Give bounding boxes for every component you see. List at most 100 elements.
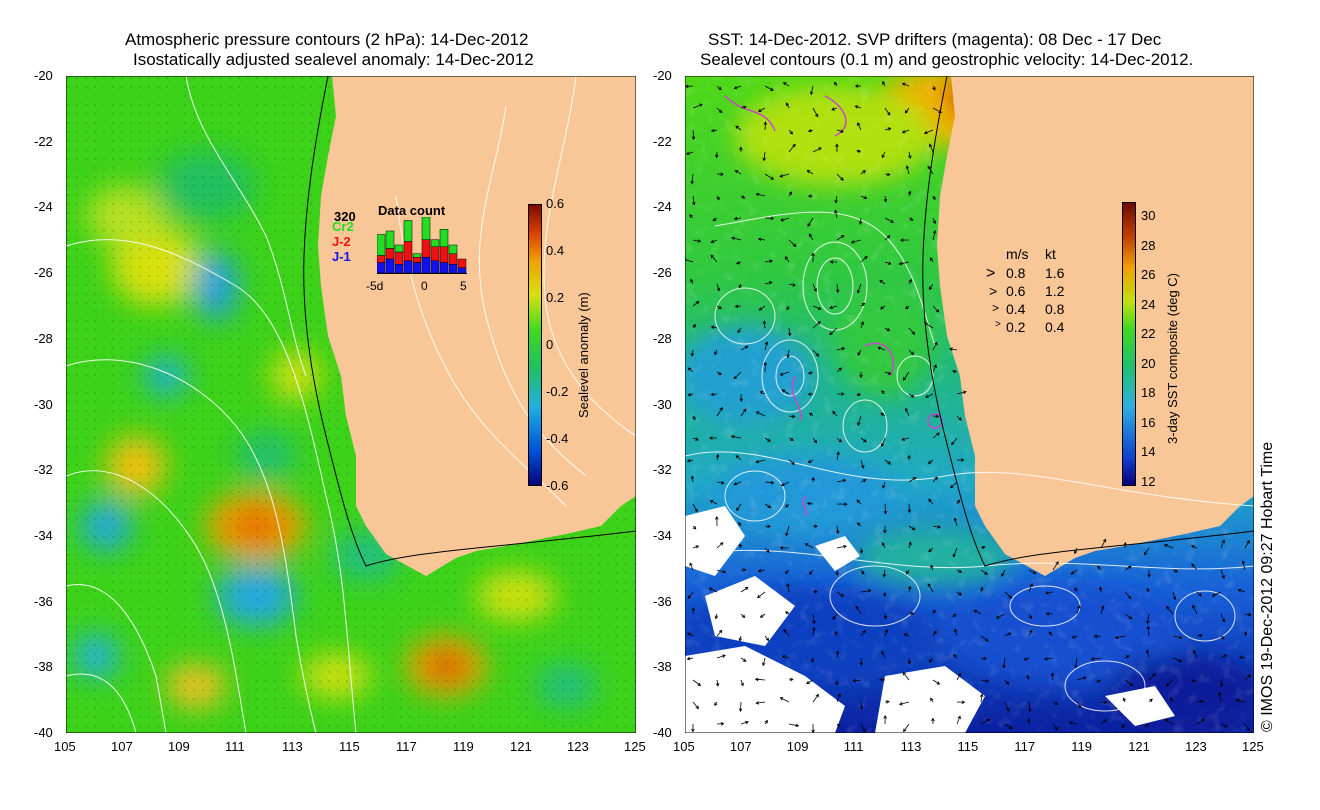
velocity-arrow: [904, 107, 910, 114]
left-axis-xtick: 109: [168, 739, 190, 754]
velocity-arrow: [1093, 634, 1102, 639]
velocity-arrow: [1217, 691, 1222, 703]
velocity-arrow: [884, 459, 892, 465]
velocity-arrow: [812, 693, 819, 703]
velocity-arrow: [763, 361, 767, 373]
velocity-arrow: [835, 650, 840, 659]
velocity-arrow: [716, 107, 723, 114]
data-count-bar-j1: [448, 264, 458, 274]
velocity-arrow: [716, 283, 721, 292]
velocity-arrow: [1164, 719, 1174, 725]
velocity-arrow: [832, 410, 838, 417]
velocity-arrow: [980, 586, 984, 593]
sst-colorbar-tick: 12: [1141, 474, 1156, 489]
pressure-contours: [66, 76, 636, 733]
sla-colorbar-tick: -0.2: [546, 384, 569, 399]
velocity-arrow: [903, 633, 910, 637]
velocity-arrow: [1145, 649, 1150, 659]
velocity-arrow: [883, 613, 888, 620]
velocity-arrow: [755, 459, 766, 464]
right-axis-ytick: -30: [653, 396, 672, 412]
velocity-arrow: [812, 349, 820, 357]
velocity-arrow: [860, 629, 866, 637]
velocity-arrow: [1052, 723, 1059, 731]
velocity-arrow: [901, 129, 910, 134]
data-count-bar-j2: [448, 253, 458, 265]
velocity-arrow: [1124, 565, 1132, 571]
velocity-arrow: [836, 723, 841, 728]
velocity-arrow: [715, 453, 720, 461]
velocity-arrow: [1192, 604, 1198, 615]
velocity-arrow: [1070, 569, 1078, 575]
left-axis-xtick: 121: [510, 739, 532, 754]
velocity-arrow: [856, 499, 862, 505]
velocity-arrow: [1243, 631, 1248, 637]
velocity-arrow: [908, 393, 915, 398]
data-count-chart: [377, 217, 467, 274]
velocity-arrow: [952, 369, 958, 374]
velocity-arrow: [692, 195, 696, 206]
velocity-arrow: [924, 393, 934, 398]
velocity-arrow: [1144, 723, 1150, 727]
velocity-arrow: [812, 147, 822, 153]
velocity-arrow: [859, 371, 863, 379]
velocity-arrow: [858, 217, 863, 225]
velocity-arrow: [1045, 611, 1054, 616]
left-axis-ytick: -22: [34, 133, 53, 149]
vel-legend-header-kt: kt: [1045, 246, 1056, 262]
velocity-arrow: [762, 320, 767, 329]
velocity-arrow: [932, 217, 936, 225]
velocity-arrow: [757, 107, 766, 112]
velocity-arrow: [686, 656, 694, 661]
data-count-bar-j1: [439, 262, 449, 274]
vel-legend-arrow-icon: >: [992, 301, 1000, 315]
velocity-arrow: [836, 544, 847, 549]
velocity-arrow: [952, 547, 958, 558]
data-count-bar-j1: [385, 258, 395, 274]
data-count-bar-j2: [421, 239, 431, 258]
velocity-arrow: [860, 479, 867, 483]
data-count-title: Data count: [378, 203, 446, 218]
velocity-arrow: [1211, 591, 1222, 597]
velocity-arrow: [979, 693, 984, 703]
velocity-arrow: [710, 128, 718, 133]
velocity-arrow: [692, 503, 698, 513]
velocity-arrow: [716, 721, 725, 726]
velocity-arrow: [764, 524, 771, 529]
velocity-arrow: [764, 259, 774, 263]
velocity-arrow: [1172, 635, 1183, 640]
data-count-bar-cr2: [421, 217, 431, 240]
velocity-arrow: [714, 613, 719, 620]
velocity-arrow: [780, 481, 790, 487]
velocity-arrow: [788, 283, 796, 287]
velocity-arrow: [781, 389, 790, 395]
velocity-arrow: [779, 697, 790, 703]
velocity-arrow: [860, 589, 872, 593]
velocity-arrow: [1244, 612, 1252, 617]
left-map: [66, 76, 636, 733]
velocity-arrow: [779, 546, 790, 550]
velocity-arrow: [1192, 649, 1198, 659]
velocity-arrow: [927, 165, 934, 175]
velocity-arrow: [764, 480, 775, 485]
velocity-arrow: [788, 437, 794, 441]
left-axis-ytick: -28: [34, 330, 53, 346]
velocity-arrow: [898, 261, 910, 266]
velocity-arrow: [932, 229, 937, 241]
velocity-arrow: [1052, 561, 1059, 571]
velocity-arrow: [949, 481, 958, 489]
velocity-arrow: [692, 300, 700, 307]
velocity-arrow: [812, 437, 818, 444]
left-axis-ytick: -26: [34, 265, 53, 281]
left-axis-ytick: -36: [34, 593, 53, 609]
velocity-arrow: [932, 476, 938, 483]
velocity-arrow: [1146, 613, 1150, 625]
velocity-arrow: [1169, 696, 1174, 703]
velocity-arrow: [1028, 582, 1033, 593]
velocity-arrow: [879, 279, 886, 285]
velocity-arrow: [692, 103, 703, 109]
velocity-arrow: [951, 437, 958, 446]
velocity-arrow: [836, 693, 841, 703]
velocity-arrow: [715, 679, 720, 687]
data-count-bar-j2: [430, 246, 440, 261]
